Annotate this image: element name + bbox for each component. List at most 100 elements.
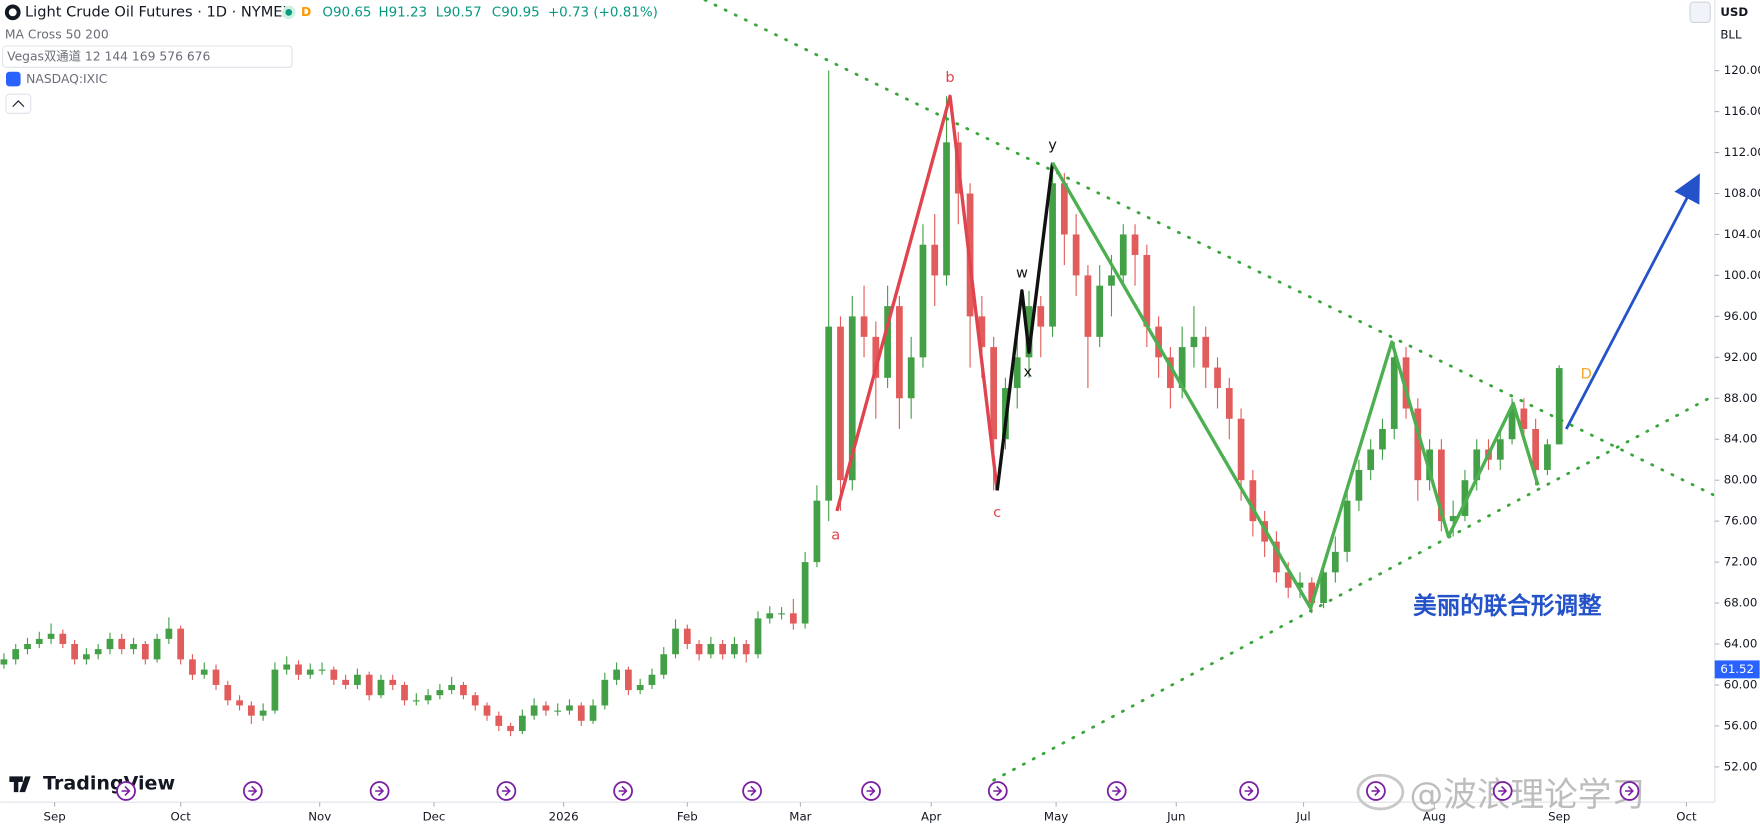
tv-logo: TradingView	[43, 773, 175, 795]
candle-body	[401, 684, 408, 701]
candle-body	[71, 644, 78, 660]
currency[interactable]: USD	[1720, 5, 1748, 19]
y-tick-label: 104.00	[1724, 227, 1760, 241]
candle-body	[778, 613, 785, 615]
candle-body	[636, 684, 644, 691]
weibo-icon	[1356, 773, 1405, 811]
candle-body	[1555, 368, 1563, 445]
candle-body	[212, 669, 220, 685]
candle-body	[872, 336, 880, 378]
event-icon-glyph	[618, 785, 628, 797]
ohlc-low: L90.57	[436, 5, 482, 20]
annotation-text: 美丽的联合形调整	[1413, 592, 1602, 620]
candle-body	[813, 500, 821, 563]
candle-body	[1178, 347, 1186, 389]
candle-body	[130, 644, 137, 650]
candle-body	[83, 654, 90, 660]
candle-body	[483, 705, 491, 716]
symbol-title[interactable]: Light Crude Oil Futures · 1D · NYMEX	[25, 3, 292, 20]
wave-label: b	[945, 69, 954, 86]
x-tick-label: May	[1044, 809, 1068, 823]
event-icon-glyph	[1624, 785, 1634, 797]
candle-body	[990, 347, 998, 440]
candle-body	[931, 244, 939, 276]
candle-body	[848, 316, 856, 481]
y-tick-label: 92.00	[1724, 350, 1758, 364]
indicator-label[interactable]: MA Cross 50 200	[5, 27, 109, 41]
candle-body	[330, 669, 338, 680]
x-tick-label: Jul	[1295, 809, 1310, 823]
candle-body	[1449, 516, 1457, 522]
candle-body	[436, 690, 444, 696]
x-tick-label: Oct	[1676, 809, 1697, 823]
candle-body	[224, 684, 232, 701]
y-tick-label: 96.00	[1724, 309, 1758, 323]
unit[interactable]: BLL	[1720, 27, 1742, 41]
branding: TradingView @波浪理论学习	[9, 773, 1645, 814]
y-tick-label: 108.00	[1724, 186, 1760, 200]
event-icon-glyph	[993, 785, 1003, 797]
candle-body	[1426, 449, 1433, 481]
x-tick-label: Apr	[921, 809, 942, 823]
wave-label: x	[1023, 364, 1032, 381]
candle-body	[1520, 408, 1528, 429]
symbol-icon-inner	[8, 8, 17, 17]
candle-body	[460, 684, 467, 696]
wave-line	[835, 94, 999, 512]
candle-body	[1496, 439, 1504, 460]
event-icon-glyph	[1498, 785, 1508, 797]
candle-body	[200, 669, 208, 675]
y-tick-label: 56.00	[1724, 718, 1758, 732]
candle-body	[766, 613, 774, 619]
x-tick-label: Oct	[170, 809, 191, 823]
candle-body	[1072, 234, 1080, 276]
toolbar-button[interactable]	[1689, 1, 1711, 23]
candle-body	[1532, 428, 1540, 470]
candle-body	[189, 659, 196, 675]
collapse-button[interactable]	[5, 93, 32, 114]
candle-body	[507, 725, 514, 732]
indicator-label[interactable]: Vegas双通道 12 144 169 576 676	[7, 50, 210, 64]
candle-body	[907, 357, 915, 399]
ohlc-close: C90.95	[492, 5, 540, 20]
event-icon-glyph	[501, 785, 511, 797]
price-axis-bg	[1714, 0, 1760, 828]
candle-body	[1461, 480, 1469, 517]
candle-body	[1544, 444, 1551, 470]
candle-body	[884, 306, 891, 378]
y-tick-label: 120.00	[1724, 63, 1760, 77]
candle-body	[177, 628, 185, 660]
candle-body	[1473, 449, 1481, 481]
candle-body	[978, 316, 986, 348]
y-tick-label: 64.00	[1724, 637, 1758, 651]
candle-body	[118, 638, 126, 650]
candle-body	[1296, 582, 1304, 588]
candle-body	[707, 644, 715, 655]
candle-body	[0, 659, 8, 665]
candle-body	[683, 628, 691, 645]
candle-body	[47, 633, 55, 639]
indicator-label[interactable]: NASDAQ:IXIC	[26, 72, 107, 86]
x-tick-label: 2026	[549, 809, 579, 823]
y-tick-label: 52.00	[1724, 759, 1758, 773]
candle-body	[754, 618, 762, 655]
candle-body	[1331, 551, 1339, 573]
candle-body	[106, 638, 114, 650]
ohlc-change: +0.73 (+0.81%)	[548, 5, 658, 20]
candle-body	[1202, 336, 1210, 368]
y-tick-label: 76.00	[1724, 514, 1758, 528]
candle-body	[1119, 234, 1127, 276]
candle-body	[896, 306, 903, 399]
candle-body	[389, 679, 397, 685]
y-tick-label: 84.00	[1724, 432, 1758, 446]
event-icon-glyph	[121, 785, 131, 797]
candle-body	[1273, 541, 1280, 573]
candle-body	[1049, 183, 1056, 327]
candle-body	[342, 679, 349, 685]
candle-body	[648, 674, 656, 685]
wave-label: D	[1581, 366, 1592, 383]
candle-body	[412, 700, 420, 702]
candle-body	[589, 705, 597, 721]
candle-body	[1249, 480, 1257, 522]
